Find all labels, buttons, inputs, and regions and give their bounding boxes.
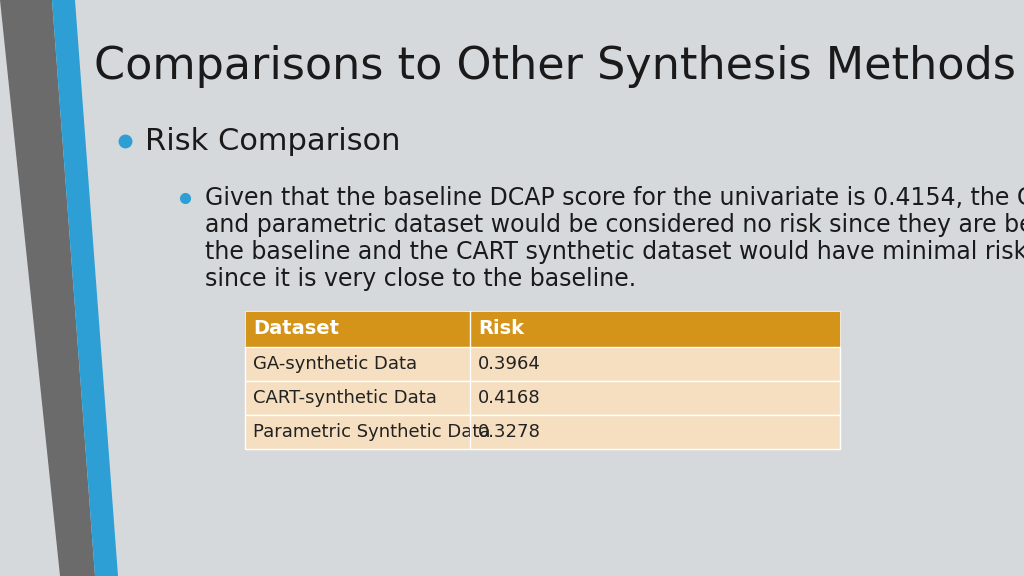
Text: Dataset: Dataset — [253, 320, 339, 339]
Bar — [245, 381, 840, 415]
Text: GA-synthetic Data: GA-synthetic Data — [253, 355, 417, 373]
Bar — [245, 311, 840, 347]
Text: CART-synthetic Data: CART-synthetic Data — [253, 389, 437, 407]
Text: Risk Comparison: Risk Comparison — [145, 127, 400, 156]
Polygon shape — [52, 0, 118, 576]
Text: Parametric Synthetic Data: Parametric Synthetic Data — [253, 423, 490, 441]
Text: 0.3278: 0.3278 — [478, 423, 541, 441]
Text: Comparisons to Other Synthesis Methods: Comparisons to Other Synthesis Methods — [94, 44, 1016, 88]
Text: Risk: Risk — [478, 320, 524, 339]
Text: 0.3964: 0.3964 — [478, 355, 541, 373]
Bar — [245, 415, 840, 449]
Bar — [245, 347, 840, 381]
Text: Given that the baseline DCAP score for the univariate is 0.4154, the GA: Given that the baseline DCAP score for t… — [205, 186, 1024, 210]
Text: since it is very close to the baseline.: since it is very close to the baseline. — [205, 267, 636, 291]
Text: 0.4168: 0.4168 — [478, 389, 541, 407]
Text: the baseline and the CART synthetic dataset would have minimal risk: the baseline and the CART synthetic data… — [205, 240, 1024, 264]
Polygon shape — [0, 0, 95, 576]
Text: and parametric dataset would be considered no risk since they are below: and parametric dataset would be consider… — [205, 213, 1024, 237]
